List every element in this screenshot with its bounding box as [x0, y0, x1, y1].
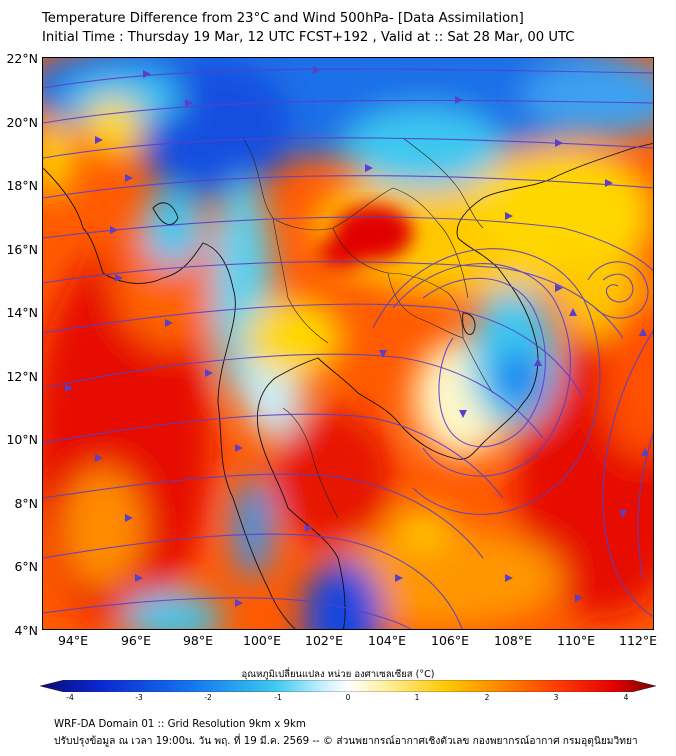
- lat-label-20n: 20°N: [6, 115, 38, 130]
- lon-label-112e: 112°E: [618, 633, 658, 648]
- lon-label-100e: 100°E: [242, 633, 282, 648]
- colorbar: [40, 680, 656, 692]
- colorbar-tick-minus2: -2: [204, 693, 212, 702]
- lon-label-110e: 110°E: [556, 633, 596, 648]
- hot-spot: [318, 205, 413, 268]
- wind-streamlines: [43, 68, 653, 629]
- colorbar-tick-minus3: -3: [135, 693, 143, 702]
- lat-label-22n: 22°N: [6, 51, 38, 66]
- map-subtitle: Initial Time : Thursday 19 Mar, 12 UTC F…: [42, 30, 575, 45]
- lon-label-102e: 102°E: [304, 633, 344, 648]
- colorbar-tick-1: 1: [414, 693, 420, 702]
- colorbar-tick-minus1: -1: [274, 693, 282, 702]
- lat-label-4n: 4°N: [14, 623, 38, 638]
- colorbar-tick-2: 2: [484, 693, 490, 702]
- colorbar-tick-4: 4: [623, 693, 629, 702]
- update-credit: ปรับปรุงข้อมูล ณ เวลา 19:00น. วัน พฤ. ที…: [54, 736, 638, 747]
- colorbar-tick-0: 0: [345, 693, 351, 702]
- lon-label-104e: 104°E: [367, 633, 407, 648]
- map-title: Temperature Difference from 23°C and Win…: [42, 11, 524, 26]
- colorbar-tick-minus4: -4: [66, 693, 74, 702]
- lat-label-6n: 6°N: [14, 559, 38, 574]
- lon-label-94e: 94°E: [57, 633, 89, 648]
- wind-arrows: [65, 66, 649, 607]
- colorbar-title: อุณหภูมิเปลี่ยนแปลง หน่วย องศาเซลเซียส (…: [241, 669, 435, 680]
- colorbar-tick-3: 3: [553, 693, 559, 702]
- lon-label-106e: 106°E: [430, 633, 470, 648]
- lon-label-98e: 98°E: [182, 633, 214, 648]
- lat-label-8n: 8°N: [14, 496, 38, 511]
- coastline: [43, 142, 653, 629]
- lat-label-16n: 16°N: [6, 242, 38, 257]
- map-canvas: [43, 58, 653, 629]
- lat-label-18n: 18°N: [6, 178, 38, 193]
- lat-label-14n: 14°N: [6, 305, 38, 320]
- lon-label-96e: 96°E: [120, 633, 152, 648]
- model-info: WRF-DA Domain 01 :: Grid Resolution 9km …: [54, 719, 306, 730]
- lat-label-10n: 10°N: [6, 432, 38, 447]
- lon-label-108e: 108°E: [493, 633, 533, 648]
- map-panel[interactable]: [42, 57, 654, 630]
- lat-label-12n: 12°N: [6, 369, 38, 384]
